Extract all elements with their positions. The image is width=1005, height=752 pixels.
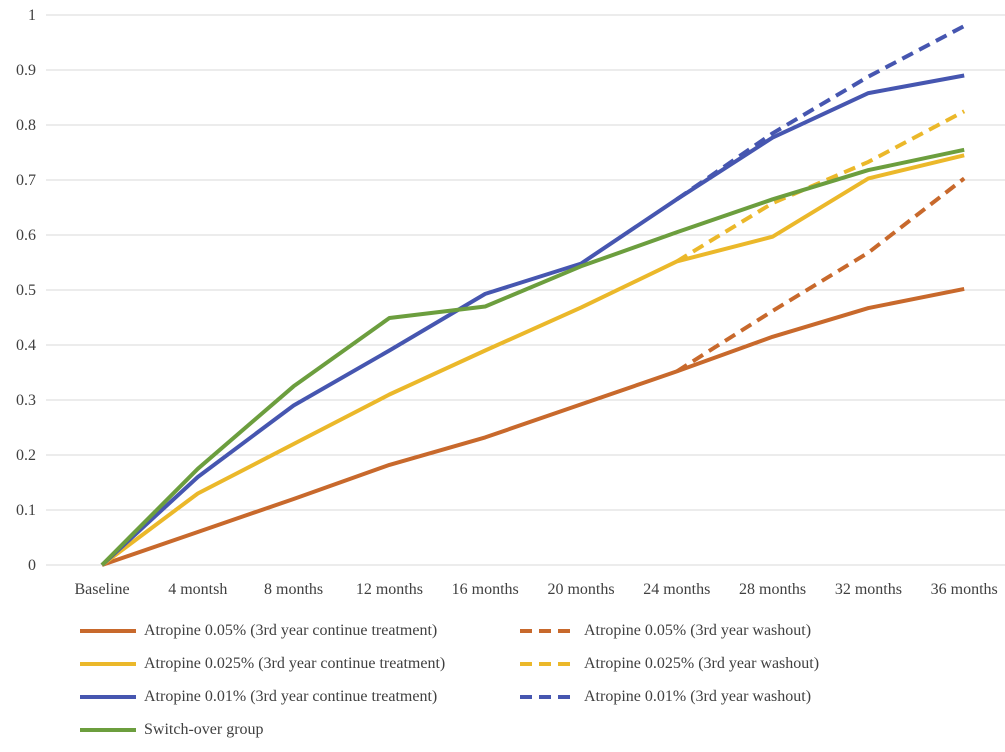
legend-swatch xyxy=(80,662,136,666)
series-line-3 xyxy=(100,153,965,567)
y-tick-label: 0 xyxy=(28,557,36,574)
x-tick-label: Baseline xyxy=(74,581,129,598)
legend-swatch xyxy=(520,662,576,666)
y-axis-tick-labels: 0 0.1 0.2 0.3 0.4 0.5 0.6 0.7 0.8 0.9 1 xyxy=(16,7,36,574)
legend-row: Switch-over group xyxy=(78,719,998,752)
legend-label: Atropine 0.01% (3rd year washout) xyxy=(584,688,812,705)
y-tick-label: 0.9 xyxy=(16,62,36,79)
y-tick-label: 0.1 xyxy=(16,502,36,519)
legend-item: Atropine 0.025% (3rd year washout) xyxy=(518,653,819,675)
legend-item: Atropine 0.01% (3rd year continue treatm… xyxy=(78,686,437,708)
x-tick-label: 12 months xyxy=(356,581,423,598)
legend-row: Atropine 0.05% (3rd year continue treatm… xyxy=(78,620,998,653)
legend-swatch xyxy=(80,695,136,699)
legend-item: Atropine 0.01% (3rd year washout) xyxy=(518,686,811,708)
x-tick-label: 24 months xyxy=(643,581,710,598)
legend-label: Atropine 0.01% (3rd year continue treatm… xyxy=(144,688,438,705)
x-tick-label: 4 montsh xyxy=(168,581,227,598)
legend: Atropine 0.05% (3rd year continue treatm… xyxy=(78,620,998,752)
x-tick-label: 20 months xyxy=(547,581,614,598)
legend-swatch xyxy=(80,629,136,633)
x-tick-label: 8 months xyxy=(264,581,323,598)
legend-item: Atropine 0.05% (3rd year washout) xyxy=(518,620,811,642)
y-tick-label: 0.7 xyxy=(16,172,36,189)
y-tick-label: 0.4 xyxy=(16,337,36,354)
series-line-6 xyxy=(675,24,966,201)
legend-row: Atropine 0.01% (3rd year continue treatm… xyxy=(78,686,998,719)
line-chart: 0 0.1 0.2 0.3 0.4 0.5 0.6 0.7 0.8 0.9 1 Baseline 4 … xyxy=(16,7,1005,598)
legend-label: Switch-over group xyxy=(144,721,264,738)
legend-item: Atropine 0.05% (3rd year continue treatm… xyxy=(78,620,437,642)
legend-swatch xyxy=(520,629,576,633)
y-tick-label: 1 xyxy=(28,7,36,24)
y-tick-label: 0.8 xyxy=(16,117,36,134)
legend-label: Atropine 0.025% (3rd year continue treat… xyxy=(144,655,446,672)
legend-label: Atropine 0.025% (3rd year washout) xyxy=(584,655,820,672)
series-line-5 xyxy=(100,73,965,567)
legend-item: Atropine 0.025% (3rd year continue treat… xyxy=(78,653,445,675)
y-tick-label: 0.6 xyxy=(16,227,36,244)
legend-swatch xyxy=(520,695,576,699)
y-tick-label: 0.5 xyxy=(16,282,36,299)
legend-label: Atropine 0.05% (3rd year continue treatm… xyxy=(144,622,438,639)
legend-item: Switch-over group xyxy=(78,719,264,741)
x-tick-label: 28 months xyxy=(739,581,806,598)
series-lines xyxy=(100,24,966,567)
x-axis-tick-labels: Baseline 4 montsh 8 months 12 months 16 mont… xyxy=(74,581,997,598)
series-line-4 xyxy=(675,109,966,264)
series-line-7 xyxy=(100,147,965,567)
y-tick-label: 0.3 xyxy=(16,392,36,409)
series-line-1 xyxy=(101,286,965,567)
legend-row: Atropine 0.025% (3rd year continue treat… xyxy=(78,653,998,686)
legend-swatch xyxy=(80,728,136,732)
x-tick-label: 16 months xyxy=(452,581,519,598)
x-tick-label: 32 months xyxy=(835,581,902,598)
legend-label: Atropine 0.05% (3rd year washout) xyxy=(584,622,812,639)
y-tick-label: 0.2 xyxy=(16,447,36,464)
x-tick-label: 36 months xyxy=(931,581,998,598)
series-line-2 xyxy=(675,176,966,374)
